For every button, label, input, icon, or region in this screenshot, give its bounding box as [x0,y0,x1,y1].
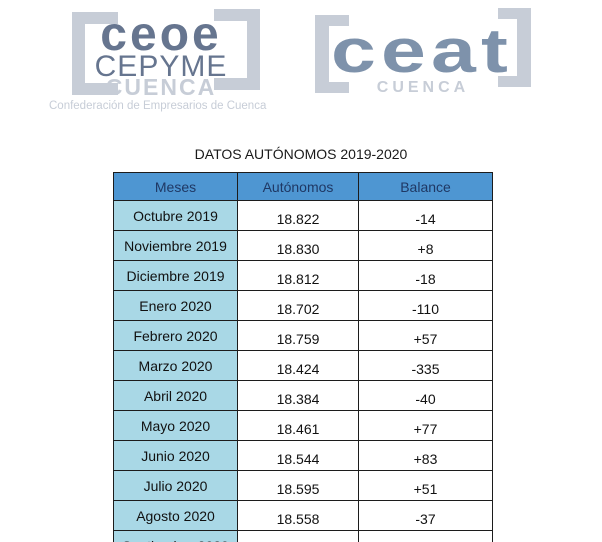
autonomos-cell: 18.595 [237,470,359,501]
ceat-logo-ceat-text: ceat [330,17,514,86]
cepyme-cuenca-logo: ceoe CEPYME CUENCA Confederación de Empr… [49,6,266,114]
table-row: Julio 2020 18.595 +51 [113,470,493,501]
autonomos-cell: 18.822 [237,200,359,231]
month-cell: Febrero 2020 [113,320,238,351]
autonomos-cell: 18.812 [237,260,359,291]
autonomos-cell: 18.830 [237,230,359,261]
balance-cell: +83 [358,440,493,471]
month-cell: Noviembre 2019 [113,230,238,261]
balance-cell: +51 [358,470,493,501]
month-cell: Agosto 2020 [113,500,238,531]
table-row: Diciembre 2019 18.812 -18 [113,260,493,291]
balance-cell: +77 [358,410,493,441]
ceat-logo-cuenca-text: CUENCA [376,79,470,96]
month-cell: Septiembre 2020 [113,530,238,542]
table-row: Octubre 2019 18.822 -14 [113,200,493,231]
page-title: DATOS AUTÓNOMOS 2019-2020 [194,146,408,162]
bracket-right-icon [498,8,531,87]
balance-cell: +57 [358,320,493,351]
month-cell: Julio 2020 [113,470,238,501]
balance-cell: -110 [358,290,493,321]
month-cell: Octubre 2019 [113,200,238,231]
table-row: Junio 2020 18.544 +83 [113,440,493,471]
autonomos-cell: 18.759 [237,320,359,351]
cepyme-logo-cepyme-text: CEPYME [94,50,228,83]
balance-cell: -50 [358,530,493,542]
column-header-balance: Balance [358,172,493,201]
ceat-cuenca-logo: ceat CUENCA [313,4,533,106]
autonomos-data-table: Meses Autónomos Balance Octubre 2019 18.8… [113,172,493,542]
month-cell: Abril 2020 [113,380,238,411]
bracket-left-icon [315,15,349,93]
balance-cell: -18 [358,260,493,291]
cepyme-logo-cuenca-text: CUENCA [105,74,217,100]
month-cell: Mayo 2020 [113,410,238,441]
column-header-meses: Meses [113,172,238,201]
table-row: Noviembre 2019 18.830 +8 [113,230,493,261]
autonomos-cell: 18.558 [237,500,359,531]
table-row: Enero 2020 18.702 -110 [113,290,493,321]
table-row: Febrero 2020 18.759 +57 [113,320,493,351]
bracket-left-icon [72,12,118,95]
month-cell: Marzo 2020 [113,350,238,381]
balance-cell: -37 [358,500,493,531]
autonomos-cell: 18.508 [237,530,359,542]
table-row: Marzo 2020 18.424 -335 [113,350,493,381]
cepyme-logo-ceoe-text: ceoe [100,8,222,61]
balance-cell: -335 [358,350,493,381]
table-row: Agosto 2020 18.558 -37 [113,500,493,531]
table-row: Abril 2020 18.384 -40 [113,380,493,411]
balance-cell: -14 [358,200,493,231]
month-cell: Junio 2020 [113,440,238,471]
bracket-right-icon [214,9,260,90]
month-cell: Diciembre 2019 [113,260,238,291]
autonomos-cell: 18.424 [237,350,359,381]
balance-cell: -40 [358,380,493,411]
table-body: Octubre 2019 18.822 -14 Noviembre 2019 18.83… [113,200,493,542]
month-cell: Enero 2020 [113,290,238,321]
autonomos-cell: 18.384 [237,380,359,411]
balance-cell: +8 [358,230,493,261]
autonomos-cell: 18.544 [237,440,359,471]
autonomos-cell: 18.461 [237,410,359,441]
table-row: Mayo 2020 18.461 +77 [113,410,493,441]
autonomos-cell: 18.702 [237,290,359,321]
table-header-row: Meses Autónomos Balance [113,172,493,201]
column-header-autonomos: Autónomos [237,172,359,201]
cepyme-logo-tagline: Confederación de Empresarios de Cuenca [49,100,267,112]
